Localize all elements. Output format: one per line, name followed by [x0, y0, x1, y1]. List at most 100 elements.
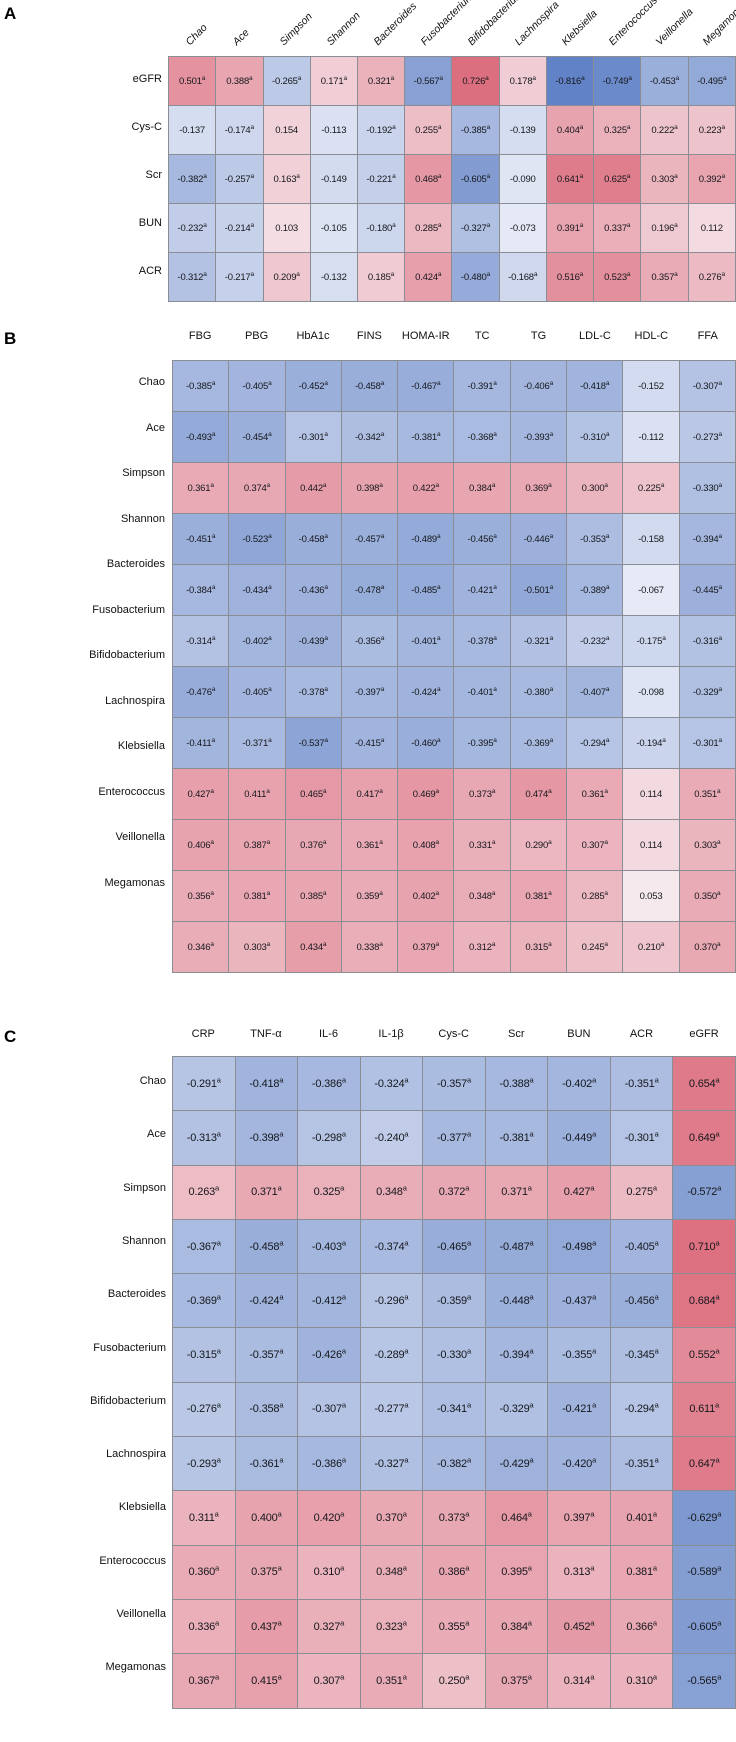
heatmap-cell: 0.222a [640, 105, 689, 155]
row-label: Chao [138, 376, 165, 388]
significance-marker: a [268, 532, 272, 540]
significance-marker: a [324, 634, 328, 642]
row-label: Simpson [123, 1181, 166, 1194]
panel-a: A Chao Ace Simpson Shannon Bacteroides Fusoba… [0, 0, 736, 302]
column-header: Lachnospira [497, 0, 561, 52]
significance-marker: a [529, 1346, 534, 1356]
significance-marker: a [341, 1400, 346, 1410]
panel-a-column-headers: Chao Ace Simpson Shannon Bacteroides Fusobact… [168, 0, 736, 52]
significance-marker: a [340, 1563, 345, 1573]
heatmap-cell: -0.367a [172, 1218, 236, 1275]
heatmap-cell: 0.372a [422, 1164, 486, 1220]
significance-marker: a [437, 379, 441, 387]
heatmap-cell: -0.386a [297, 1436, 361, 1492]
significance-marker: a [718, 583, 723, 591]
significance-marker: a [592, 1129, 597, 1139]
table-row: -0.293a -0.361a -0.386a -0.327a -0.382a -0.42… [172, 1436, 736, 1492]
significance-marker: a [605, 634, 610, 642]
significance-marker: a [268, 685, 272, 693]
heatmap-cell: -0.394a [484, 1327, 549, 1383]
significance-marker: a [379, 940, 383, 948]
column-header: Fusobacterium [403, 0, 476, 52]
heatmap-cell: -0.420a [547, 1436, 611, 1492]
significance-marker: a [435, 940, 440, 948]
table-row: 0.356a 0.381a 0.385a 0.359a 0.402a 0.348a 0.38… [171, 870, 736, 922]
heatmap-cell: -0.257a [215, 154, 264, 204]
heatmap-cell: -0.382a [167, 154, 217, 204]
panel-b-letter: B [4, 329, 17, 348]
heatmap-cell: 0.401a [609, 1490, 674, 1546]
significance-marker: a [548, 787, 552, 795]
significance-marker: a [491, 838, 496, 846]
significance-marker: a [675, 74, 680, 82]
significance-marker: a [721, 172, 725, 180]
significance-marker: a [529, 1237, 534, 1247]
heatmap-cell: -0.412a [297, 1273, 361, 1329]
significance-marker: a [592, 1292, 597, 1302]
column-header: Enterococcus [591, 0, 659, 52]
row-label: Enterococcus [98, 785, 165, 798]
heatmap-cell: 0.285a [566, 870, 624, 922]
header-row: CRP TNF-α IL-6 IL-1β Cys-C Scr BUN ACR eGFR [172, 1028, 735, 1040]
significance-marker: a [324, 430, 328, 438]
table-row: 0.311a 0.400a 0.420a 0.370a 0.373a 0.464a 0.39… [172, 1490, 736, 1546]
heatmap-cell: 0.348a [359, 1164, 424, 1220]
significance-marker: a [605, 685, 610, 693]
heatmap-cell: 0.209a [262, 252, 311, 302]
heatmap-cell: -0.572a [672, 1164, 736, 1220]
significance-marker: a [674, 270, 678, 278]
column-header: Bacteroides [356, 0, 419, 52]
heatmap-cell: 0.427a [171, 768, 230, 820]
significance-marker: a [266, 940, 271, 948]
significance-marker: a [592, 1400, 597, 1410]
heatmap-cell: -0.175a [622, 615, 680, 667]
heatmap-cell: 0.331a [453, 819, 511, 871]
significance-marker: a [379, 889, 383, 897]
significance-marker: a [493, 685, 497, 693]
row-label: Chao [139, 1075, 166, 1087]
heatmap-cell: -0.449a [547, 1110, 611, 1166]
heatmap-cell: 0.356a [171, 870, 230, 922]
significance-marker: a [404, 1129, 409, 1139]
table-row: -0.493a -0.454a -0.301a -0.342a -0.381a -0.36… [171, 411, 736, 463]
significance-marker: a [324, 379, 328, 387]
row-label: Cys-C [131, 121, 162, 133]
heatmap-cell: -0.345a [609, 1327, 674, 1383]
significance-marker: a [268, 430, 272, 438]
table-row: -0.315a -0.357a -0.426a -0.289a -0.330a -0.39… [172, 1327, 736, 1383]
significance-marker: a [268, 379, 272, 387]
significance-marker: a [579, 172, 584, 180]
heatmap-cell: 0.276a [687, 252, 736, 302]
heatmap-cell: -0.394a [678, 513, 736, 565]
significance-marker: a [654, 1292, 659, 1302]
heatmap-cell: -0.421a [453, 564, 511, 616]
significance-marker: a [402, 1672, 407, 1682]
heatmap-cell: -0.158 [622, 513, 680, 565]
heatmap-cell: 0.375a [484, 1653, 549, 1709]
significance-marker: a [380, 532, 385, 540]
column-header: BUN [567, 1028, 591, 1040]
heatmap-cell: -0.405a [609, 1218, 674, 1275]
significance-marker: a [379, 481, 383, 489]
heatmap-cell: -0.388a [484, 1055, 549, 1112]
heatmap-cell: 0.245a [566, 921, 624, 973]
heatmap-cell: 0.381a [228, 870, 286, 922]
significance-marker: a [605, 532, 610, 540]
heatmap-cell: -0.429a [484, 1436, 549, 1492]
heatmap-cell: 0.163a [262, 154, 311, 204]
heatmap-cell: -0.478a [340, 564, 399, 616]
significance-marker: a [466, 1346, 471, 1356]
heatmap-cell: -0.402a [228, 615, 286, 667]
significance-marker: a [380, 685, 385, 693]
significance-marker: a [652, 1509, 657, 1519]
heatmap-cell: -0.265a [262, 56, 311, 106]
panel-b-heatmap: -0.385a -0.405a -0.452a -0.458a -0.467a -0.39… [171, 360, 736, 973]
column-header: Scr [508, 1028, 525, 1040]
heatmap-cell: 0.641a [545, 154, 595, 204]
heatmap-cell: 0.350a [678, 870, 736, 922]
significance-marker: a [439, 74, 443, 82]
significance-marker: a [322, 481, 327, 489]
heatmap-cell: -0.232a [566, 615, 624, 667]
significance-marker: a [549, 634, 554, 642]
significance-marker: a [341, 1346, 346, 1356]
